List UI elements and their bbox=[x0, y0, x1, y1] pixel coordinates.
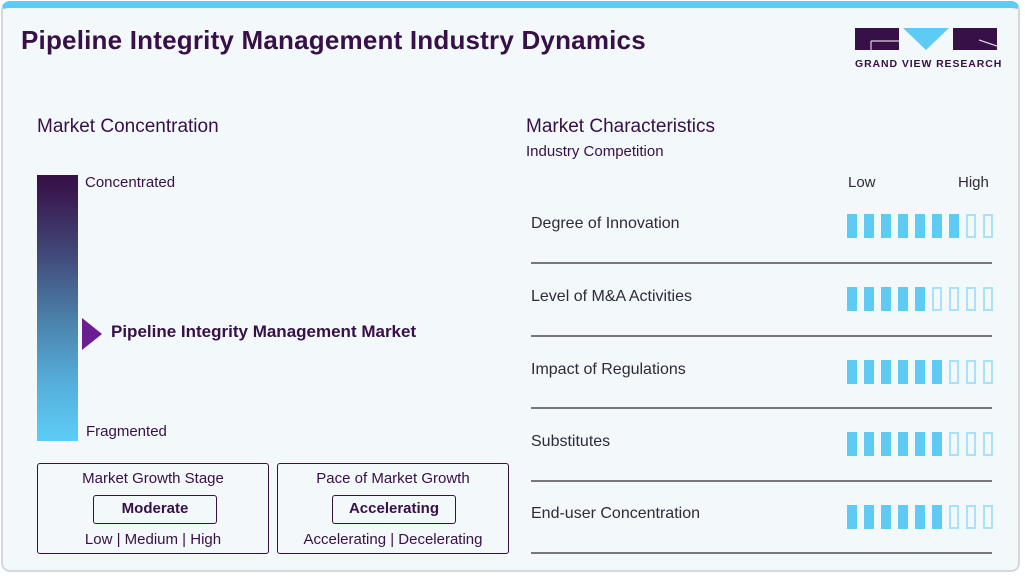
concentrated-label: Concentrated bbox=[85, 174, 176, 191]
row-divider bbox=[531, 262, 992, 264]
row-divider bbox=[531, 335, 992, 337]
rating-tick-filled bbox=[949, 214, 959, 238]
growth-stage-title: Market Growth Stage bbox=[82, 470, 224, 487]
rating-tick-empty bbox=[983, 505, 993, 529]
rating-tick-filled bbox=[847, 505, 857, 529]
pace-of-growth-box: Pace of Market Growth Accelerating Accel… bbox=[277, 463, 509, 554]
rating-tick-empty bbox=[949, 432, 959, 456]
rating-tick-filled bbox=[932, 360, 942, 384]
rating-tick-empty bbox=[966, 214, 976, 238]
fragmented-label: Fragmented bbox=[86, 423, 167, 440]
rating-tick-filled bbox=[847, 360, 857, 384]
rating-tick-filled bbox=[881, 214, 891, 238]
rating-tick-filled bbox=[932, 214, 942, 238]
rating-tick-filled bbox=[932, 505, 942, 529]
rating-tick-empty bbox=[983, 214, 993, 238]
characteristic-label: End-user Concentration bbox=[531, 505, 700, 522]
growth-stage-value: Moderate bbox=[93, 495, 217, 524]
rating-tick-empty bbox=[983, 432, 993, 456]
characteristic-label: Substitutes bbox=[531, 433, 611, 450]
rating-tick-filled bbox=[915, 287, 925, 311]
market-position-label: Pipeline Integrity Management Market bbox=[111, 322, 417, 341]
grand-view-research-logo bbox=[855, 28, 997, 50]
rating-tick-filled bbox=[864, 214, 874, 238]
rating-tick-filled bbox=[881, 432, 891, 456]
rating-tick-filled bbox=[864, 505, 874, 529]
rating-tick-filled bbox=[915, 214, 925, 238]
rating-tick-empty bbox=[966, 432, 976, 456]
rating-tick-filled bbox=[898, 432, 908, 456]
rating-tick-filled bbox=[881, 287, 891, 311]
industry-competition-subtitle: Industry Competition bbox=[526, 143, 664, 160]
rating-meter bbox=[847, 505, 993, 529]
concentration-gradient-bar bbox=[37, 175, 78, 441]
rating-tick-filled bbox=[864, 287, 874, 311]
rating-tick-filled bbox=[847, 432, 857, 456]
rating-meter bbox=[847, 360, 993, 384]
rating-meter bbox=[847, 214, 993, 238]
pace-value: Accelerating bbox=[332, 495, 456, 524]
row-divider bbox=[531, 407, 992, 409]
rating-tick-empty bbox=[949, 287, 959, 311]
rating-tick-filled bbox=[898, 287, 908, 311]
scale-high-label: High bbox=[958, 174, 989, 191]
market-growth-stage-box: Market Growth Stage Moderate Low | Mediu… bbox=[37, 463, 269, 554]
rating-tick-empty bbox=[932, 287, 942, 311]
logo-text: GRAND VIEW RESEARCH bbox=[855, 58, 1003, 70]
rating-tick-filled bbox=[898, 214, 908, 238]
growth-stage-options: Low | Medium | High bbox=[84, 531, 222, 548]
row-divider bbox=[531, 552, 992, 554]
rating-tick-empty bbox=[966, 360, 976, 384]
market-position-marker-icon bbox=[82, 318, 102, 350]
rating-tick-filled bbox=[881, 360, 891, 384]
rating-tick-filled bbox=[915, 505, 925, 529]
rating-tick-filled bbox=[847, 214, 857, 238]
rating-tick-filled bbox=[864, 432, 874, 456]
rating-tick-empty bbox=[966, 505, 976, 529]
characteristic-label: Level of M&A Activities bbox=[531, 288, 692, 305]
rating-tick-filled bbox=[898, 505, 908, 529]
rating-tick-filled bbox=[898, 360, 908, 384]
rating-tick-filled bbox=[915, 360, 925, 384]
market-concentration-title: Market Concentration bbox=[37, 116, 219, 137]
characteristic-label: Degree of Innovation bbox=[531, 215, 680, 232]
rating-meter bbox=[847, 432, 993, 456]
rating-tick-empty bbox=[949, 505, 959, 529]
rating-meter bbox=[847, 287, 993, 311]
rating-tick-empty bbox=[983, 360, 993, 384]
pace-title: Pace of Market Growth bbox=[316, 470, 470, 487]
market-characteristics-title: Market Characteristics bbox=[526, 116, 715, 137]
rating-tick-empty bbox=[949, 360, 959, 384]
rating-tick-empty bbox=[966, 287, 976, 311]
rating-tick-filled bbox=[847, 287, 857, 311]
row-divider bbox=[531, 480, 992, 482]
rating-tick-filled bbox=[932, 432, 942, 456]
page-title: Pipeline Integrity Management Industry D… bbox=[21, 25, 646, 55]
rating-tick-filled bbox=[915, 432, 925, 456]
scale-low-label: Low bbox=[848, 174, 876, 191]
rating-tick-filled bbox=[881, 505, 891, 529]
characteristic-label: Impact of Regulations bbox=[531, 361, 686, 378]
pace-options: Accelerating | Decelerating bbox=[303, 531, 483, 548]
rating-tick-filled bbox=[864, 360, 874, 384]
rating-tick-empty bbox=[983, 287, 993, 311]
